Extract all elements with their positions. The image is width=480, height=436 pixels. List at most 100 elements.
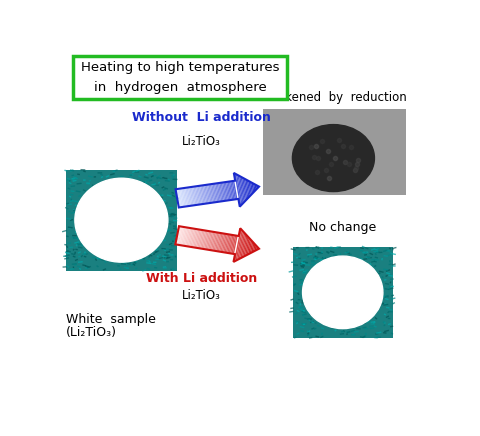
Polygon shape: [194, 229, 200, 248]
Text: Li₂TiO₃: Li₂TiO₃: [182, 289, 221, 302]
Text: Blackened  by  reduction: Blackened by reduction: [260, 92, 407, 104]
Polygon shape: [199, 230, 204, 249]
Polygon shape: [192, 187, 196, 205]
Polygon shape: [243, 236, 249, 257]
Polygon shape: [229, 181, 233, 200]
Polygon shape: [223, 234, 228, 252]
Polygon shape: [214, 232, 218, 251]
FancyBboxPatch shape: [73, 56, 287, 99]
Polygon shape: [245, 237, 250, 256]
Text: Heating to high temperatures: Heating to high temperatures: [81, 61, 279, 74]
Polygon shape: [219, 183, 224, 201]
Polygon shape: [215, 233, 220, 251]
Text: Without  Li addition: Without Li addition: [132, 112, 271, 125]
Polygon shape: [189, 228, 194, 247]
Text: White  sample: White sample: [66, 313, 156, 326]
Polygon shape: [216, 233, 221, 251]
Polygon shape: [177, 226, 182, 245]
Polygon shape: [186, 228, 192, 246]
Polygon shape: [203, 185, 207, 204]
Polygon shape: [213, 184, 217, 202]
Polygon shape: [201, 231, 206, 249]
Polygon shape: [247, 180, 251, 197]
Polygon shape: [242, 235, 248, 258]
Polygon shape: [240, 234, 246, 259]
Polygon shape: [219, 233, 224, 252]
Polygon shape: [205, 231, 210, 249]
Polygon shape: [214, 184, 218, 202]
Ellipse shape: [292, 125, 374, 191]
Polygon shape: [234, 228, 242, 262]
Polygon shape: [215, 184, 220, 202]
Polygon shape: [257, 186, 259, 188]
Polygon shape: [254, 245, 257, 251]
Polygon shape: [178, 189, 183, 207]
Polygon shape: [193, 187, 198, 205]
Polygon shape: [256, 185, 258, 189]
Polygon shape: [239, 232, 245, 259]
Polygon shape: [184, 188, 188, 206]
Polygon shape: [253, 183, 255, 191]
Polygon shape: [185, 187, 190, 206]
Polygon shape: [226, 235, 231, 253]
Polygon shape: [209, 232, 215, 250]
Polygon shape: [225, 182, 229, 201]
Polygon shape: [228, 235, 234, 253]
Polygon shape: [210, 184, 214, 203]
Polygon shape: [246, 238, 251, 255]
Polygon shape: [238, 175, 244, 204]
Polygon shape: [221, 183, 225, 201]
Polygon shape: [248, 181, 252, 195]
Polygon shape: [230, 181, 235, 200]
Polygon shape: [205, 185, 210, 203]
Polygon shape: [216, 183, 221, 201]
Polygon shape: [188, 228, 192, 247]
Polygon shape: [197, 186, 202, 204]
FancyBboxPatch shape: [292, 247, 393, 337]
Text: Li₂TiO₃: Li₂TiO₃: [182, 135, 221, 147]
FancyBboxPatch shape: [66, 170, 177, 270]
Polygon shape: [177, 189, 181, 207]
Polygon shape: [200, 230, 205, 249]
Polygon shape: [237, 231, 244, 260]
FancyBboxPatch shape: [263, 109, 406, 195]
Polygon shape: [220, 234, 226, 252]
Polygon shape: [208, 184, 213, 203]
Polygon shape: [207, 232, 212, 250]
Polygon shape: [251, 242, 254, 253]
Polygon shape: [245, 179, 250, 198]
Polygon shape: [187, 187, 191, 206]
Polygon shape: [176, 189, 180, 208]
Polygon shape: [256, 246, 258, 250]
Polygon shape: [233, 235, 238, 254]
Polygon shape: [225, 234, 229, 252]
Polygon shape: [175, 226, 180, 245]
Text: With Li addition: With Li addition: [146, 272, 257, 285]
Polygon shape: [182, 188, 187, 207]
Polygon shape: [227, 235, 232, 253]
Polygon shape: [192, 229, 197, 247]
Polygon shape: [202, 185, 206, 204]
Polygon shape: [233, 181, 238, 199]
Polygon shape: [253, 244, 255, 252]
Polygon shape: [250, 181, 253, 194]
Polygon shape: [222, 234, 227, 252]
Polygon shape: [207, 184, 212, 203]
Polygon shape: [248, 240, 252, 254]
Polygon shape: [212, 232, 217, 251]
Polygon shape: [242, 177, 247, 200]
Polygon shape: [231, 181, 236, 199]
Polygon shape: [204, 231, 209, 249]
Polygon shape: [199, 186, 204, 204]
Polygon shape: [234, 173, 241, 206]
Polygon shape: [230, 235, 235, 254]
Polygon shape: [181, 227, 186, 245]
Polygon shape: [211, 232, 216, 250]
Polygon shape: [200, 186, 204, 204]
Polygon shape: [211, 184, 216, 202]
Polygon shape: [240, 177, 246, 201]
Polygon shape: [180, 188, 184, 207]
Polygon shape: [252, 182, 254, 193]
Text: in  hydrogen  atmosphere: in hydrogen atmosphere: [94, 81, 266, 94]
Polygon shape: [195, 186, 199, 205]
